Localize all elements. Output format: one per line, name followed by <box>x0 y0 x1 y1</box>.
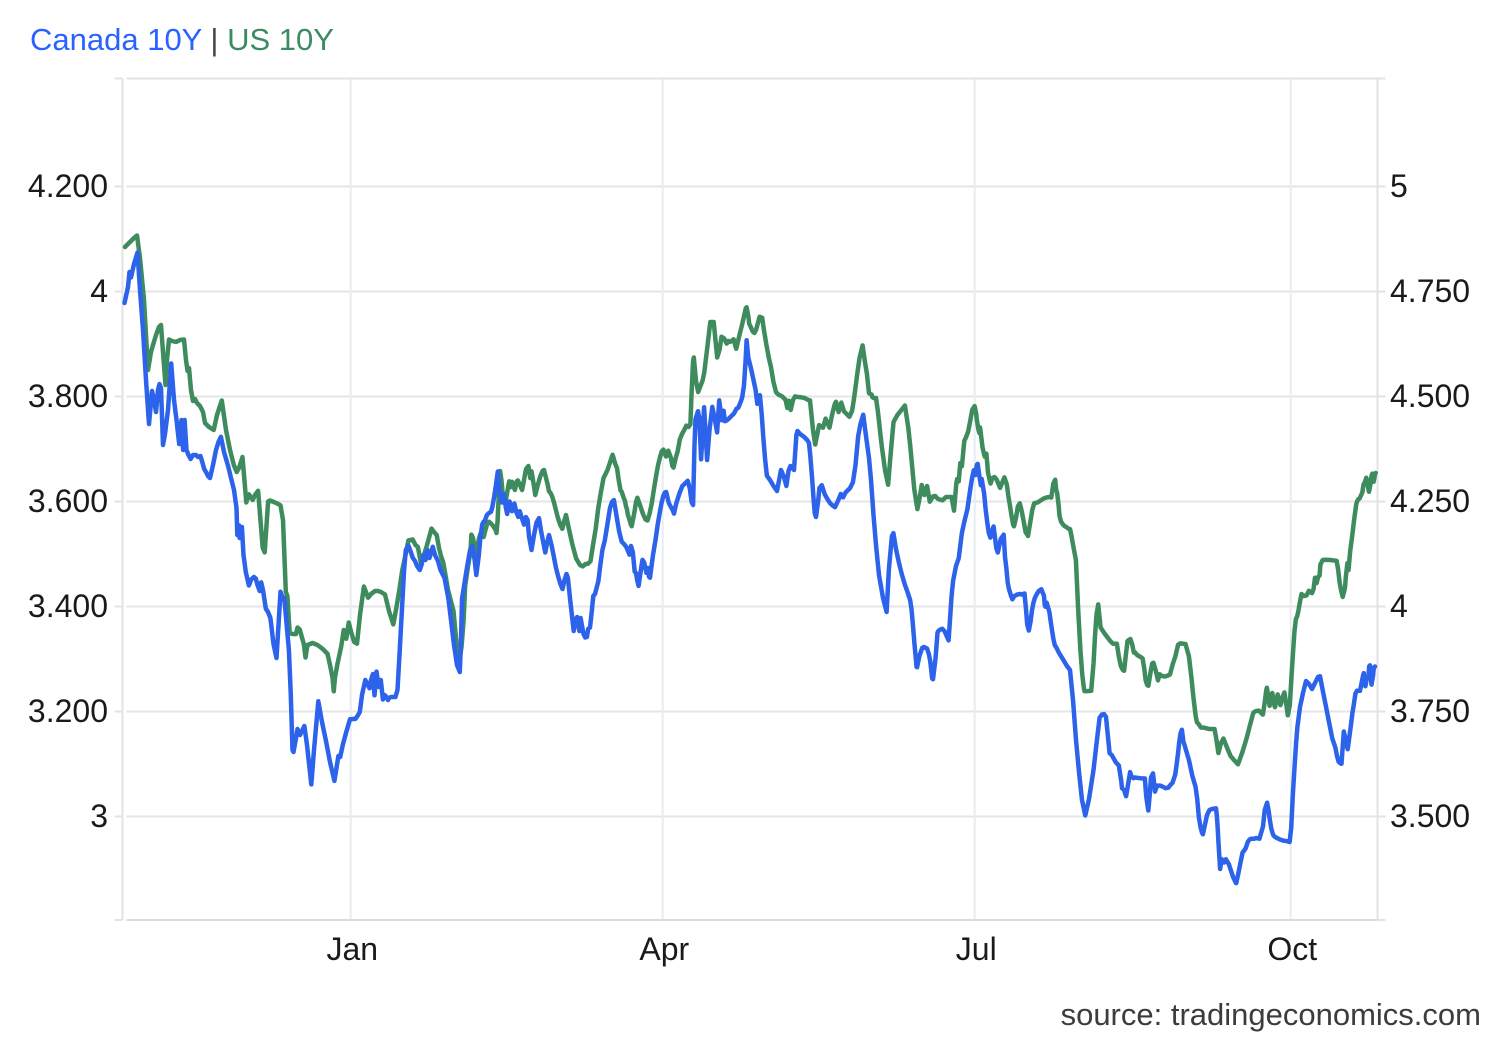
svg-text:4.200: 4.200 <box>28 168 108 204</box>
svg-text:Apr: Apr <box>639 931 689 967</box>
svg-text:4.750: 4.750 <box>1390 273 1470 309</box>
svg-text:5: 5 <box>1390 168 1408 204</box>
svg-text:source: tradingeconomics.com: source: tradingeconomics.com <box>1061 997 1481 1032</box>
svg-text:Jan: Jan <box>326 931 378 967</box>
svg-text:4.500: 4.500 <box>1390 378 1470 414</box>
svg-text:3.750: 3.750 <box>1390 693 1470 729</box>
svg-text:3.600: 3.600 <box>28 483 108 519</box>
svg-text:3.200: 3.200 <box>28 693 108 729</box>
svg-text:4: 4 <box>90 273 108 309</box>
svg-text:3: 3 <box>90 798 108 834</box>
svg-text:3.400: 3.400 <box>28 588 108 624</box>
svg-text:3.500: 3.500 <box>1390 798 1470 834</box>
svg-text:Jul: Jul <box>956 931 997 967</box>
svg-text:Oct: Oct <box>1267 931 1317 967</box>
svg-text:4: 4 <box>1390 588 1408 624</box>
svg-text:Canada 10Y | US 10Y: Canada 10Y | US 10Y <box>30 22 334 57</box>
svg-text:3.800: 3.800 <box>28 378 108 414</box>
svg-text:4.250: 4.250 <box>1390 483 1470 519</box>
